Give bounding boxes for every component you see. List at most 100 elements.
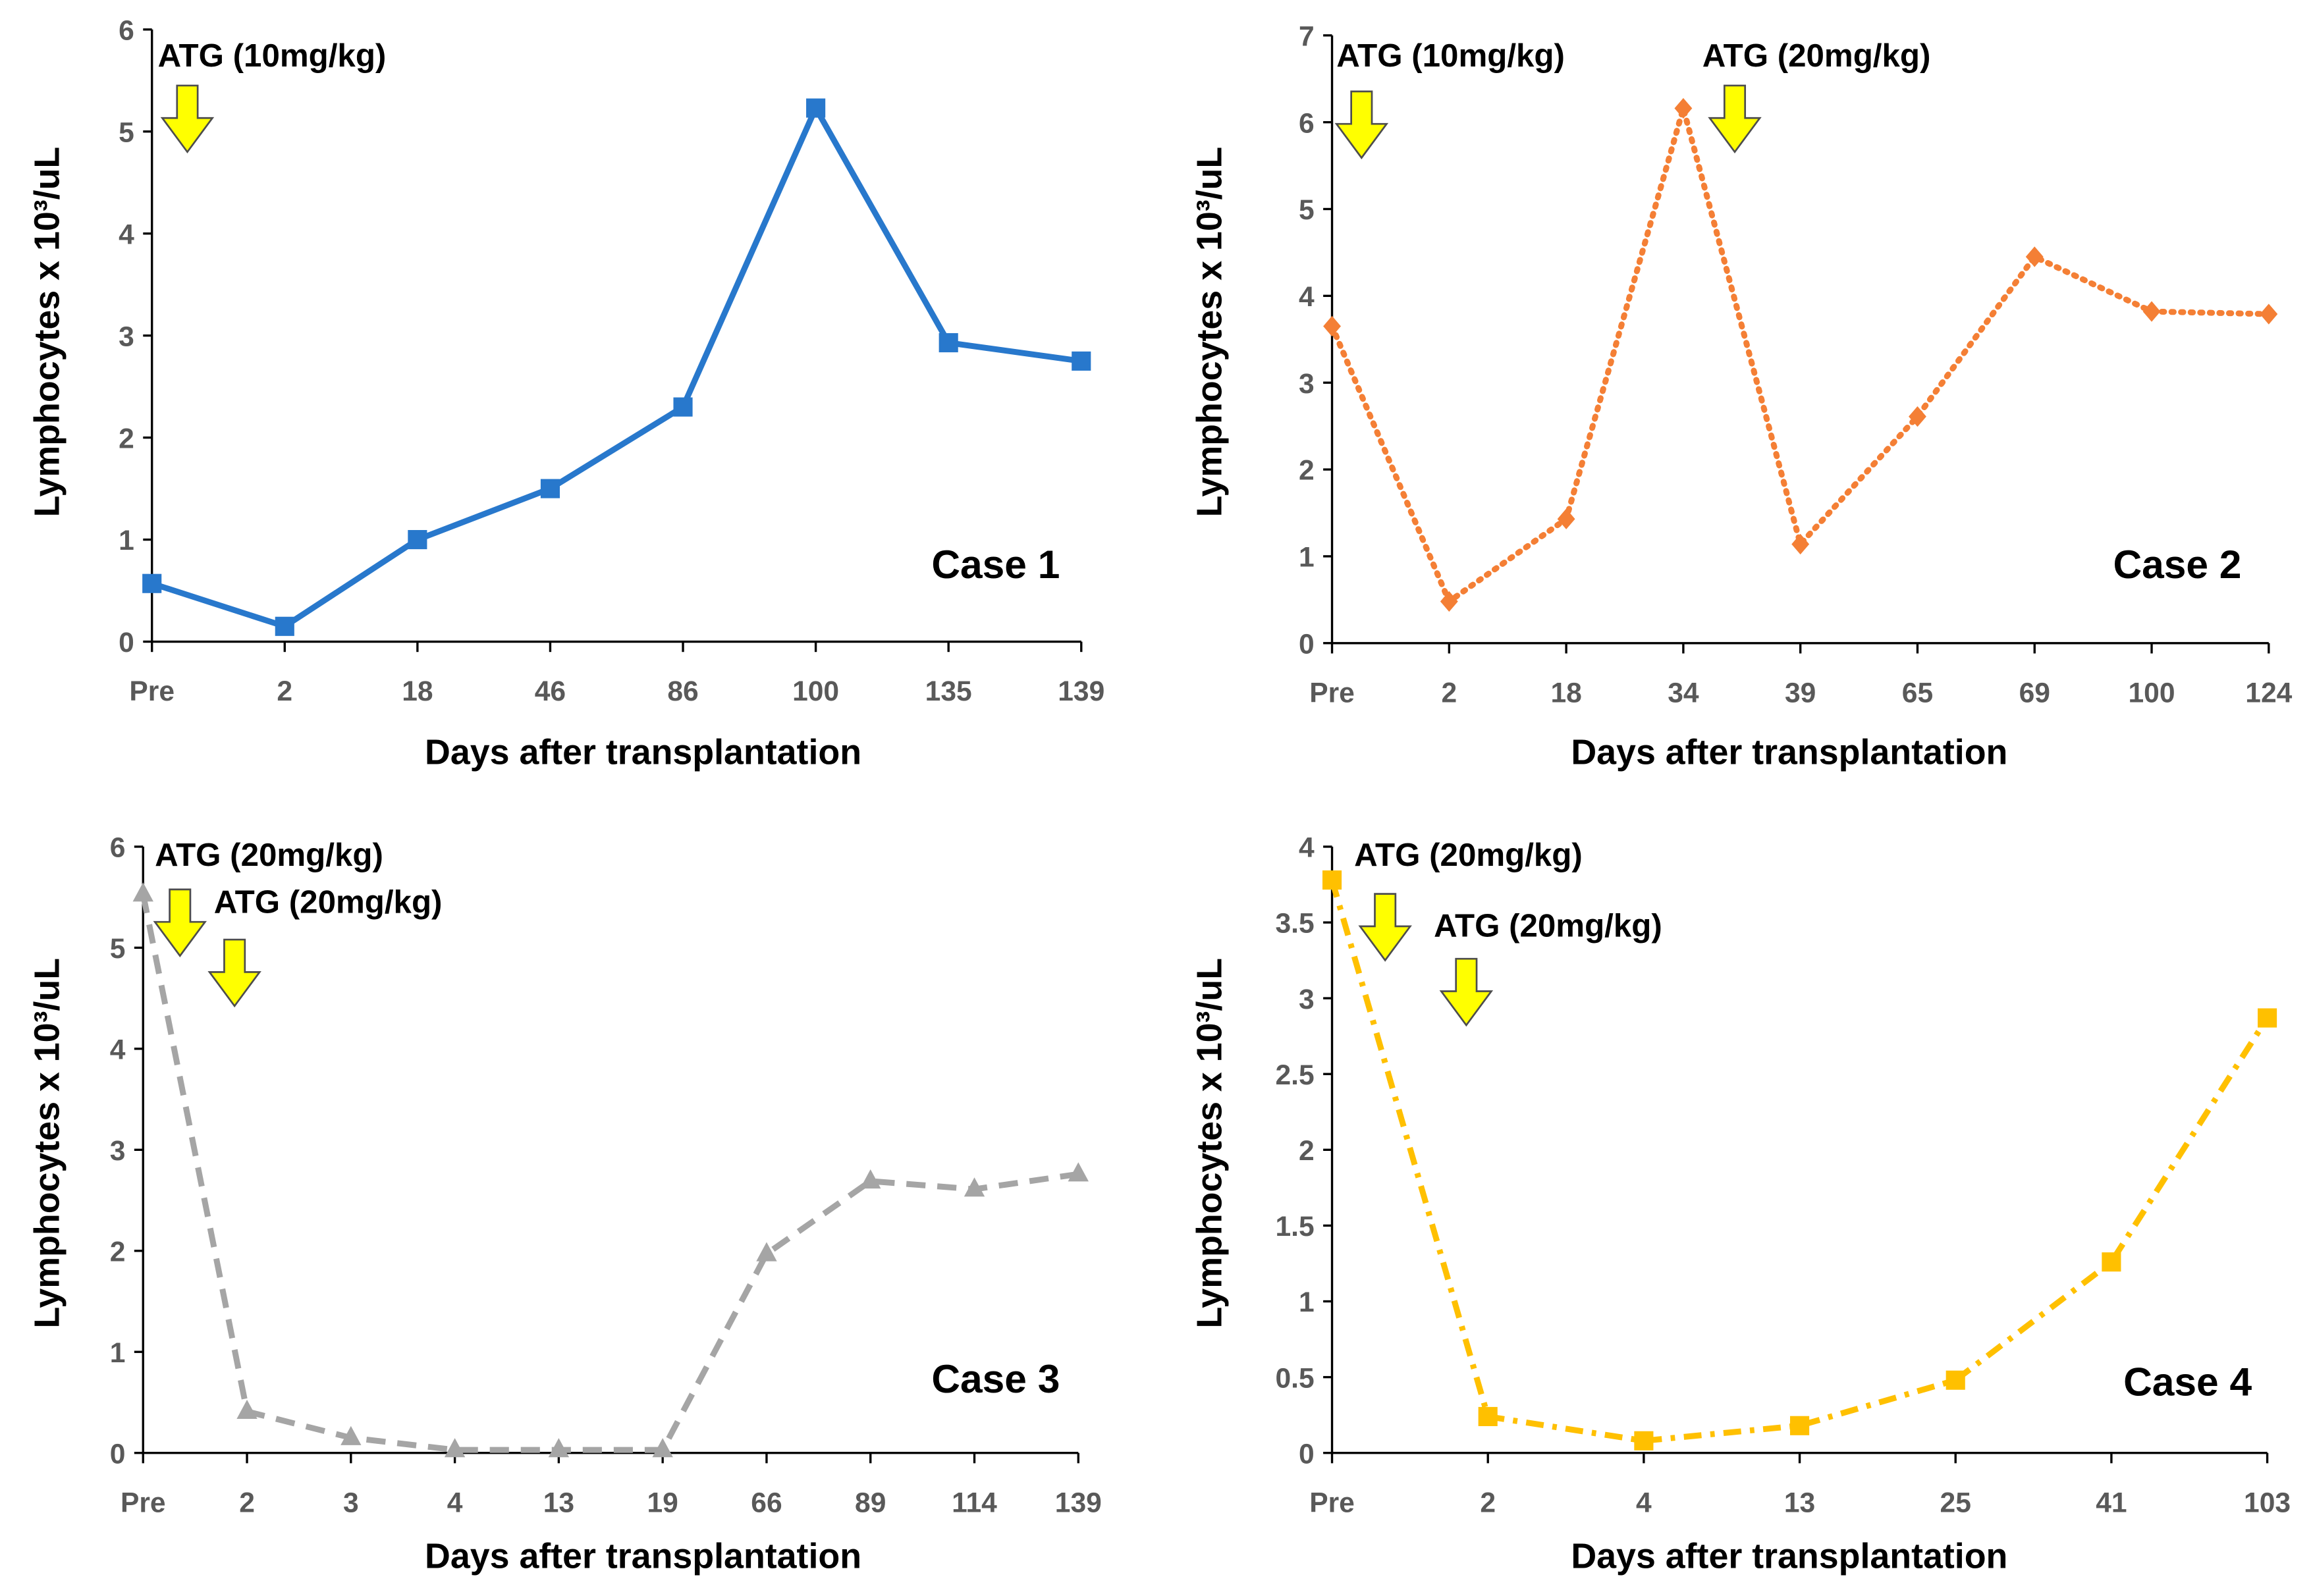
x-tick-label: 103 xyxy=(2244,1487,2291,1518)
y-tick-label: 5 xyxy=(119,117,134,148)
y-tick-label: 4 xyxy=(1299,832,1315,864)
x-tick-label: 2 xyxy=(1441,677,1457,708)
down-arrow-icon xyxy=(207,938,261,1008)
case-label: Case 2 xyxy=(2113,542,2241,587)
data-point-triangle xyxy=(756,1242,777,1262)
x-tick-label: 18 xyxy=(402,676,433,707)
x-axis-title: Days after transplantation xyxy=(1571,1536,2007,1576)
data-point-triangle xyxy=(132,882,153,902)
data-point-triangle xyxy=(236,1399,258,1419)
chart-case-3: 0 1 2 3 4 5 6 Pre 2 3 4 13 19 66 89 114 139 ATG (20mg/kg)… xyxy=(28,832,1102,1576)
y-axis-title: Lymphocytes x 10³/uL xyxy=(28,958,67,1329)
y-tick-label: 6 xyxy=(1299,107,1315,139)
data-point-diamond xyxy=(2025,246,2044,267)
y-tick-label: 6 xyxy=(119,14,134,46)
data-point-square xyxy=(2102,1252,2121,1272)
x-tick-label: Pre xyxy=(121,1487,166,1518)
x-tick-label: 13 xyxy=(1784,1487,1815,1518)
y-tick-label: 2 xyxy=(1299,1135,1315,1167)
x-tick-label: 34 xyxy=(1668,677,1699,708)
x-tick-label: 39 xyxy=(1785,677,1816,708)
y-axis-title: Lymphocytes x 10³/uL xyxy=(28,147,67,518)
data-point-square xyxy=(806,98,826,118)
x-tick-label: 135 xyxy=(925,676,972,707)
y-tick-label: 0 xyxy=(110,1438,126,1470)
data-point-square xyxy=(1322,870,1342,890)
atg-annotation-label: ATG (10mg/kg) xyxy=(158,38,387,74)
x-tick-label: Pre xyxy=(1309,1487,1355,1518)
x-tick-label: 139 xyxy=(1058,676,1104,707)
x-tick-label: 18 xyxy=(1550,677,1581,708)
x-tick-label: Pre xyxy=(129,676,175,707)
y-tick-label: 5 xyxy=(110,933,126,965)
y-axis-title: Lymphocytes x 10³/uL xyxy=(1190,147,1230,518)
data-point-square xyxy=(1072,351,1091,371)
atg-annotation-label: ATG (20mg/kg) xyxy=(214,884,443,920)
x-tick-label: 100 xyxy=(792,676,839,707)
x-axis-title: Days after transplantation xyxy=(425,1536,861,1576)
series-line xyxy=(1329,105,2272,604)
chart-case-4: 0 0.5 1 1.5 2 2.5 3 3.5 4 Pre 2 4 13 25 41 103 ATG (20mg… xyxy=(1190,832,2291,1576)
x-tick-label: 46 xyxy=(535,676,566,707)
y-tick-label: 0.5 xyxy=(1276,1362,1315,1394)
y-tick-label: 1 xyxy=(119,525,134,556)
data-point-triangle xyxy=(548,1438,570,1458)
atg-annotation-label: ATG (20mg/kg) xyxy=(155,837,383,873)
down-arrow-icon xyxy=(1708,84,1762,154)
data-point-square xyxy=(1634,1431,1654,1450)
case-label: Case 4 xyxy=(2123,1359,2252,1404)
data-point-square xyxy=(673,397,693,417)
y-tick-label: 3 xyxy=(110,1135,126,1167)
y-tick-label: 7 xyxy=(1299,20,1315,52)
x-tick-label: 86 xyxy=(667,676,698,707)
atg-annotation-label: ATG (20mg/kg) xyxy=(1434,908,1662,944)
x-tick-label: 2 xyxy=(1480,1487,1496,1518)
x-tick-label: 114 xyxy=(952,1487,997,1518)
series-line xyxy=(140,893,1079,1453)
data-point-square xyxy=(142,573,162,593)
data-point-square xyxy=(275,616,294,636)
x-tick-label: 66 xyxy=(751,1487,782,1518)
down-arrow-icon xyxy=(1334,90,1389,159)
data-point-diamond xyxy=(2260,304,2278,325)
x-tick-label: 100 xyxy=(2129,677,2175,708)
y-tick-label: 4 xyxy=(119,219,134,250)
data-point-diamond xyxy=(1323,315,1341,337)
x-tick-label: 124 xyxy=(2245,677,2292,708)
data-point-diamond xyxy=(2142,301,2161,322)
data-point-triangle xyxy=(444,1438,466,1458)
data-point-square xyxy=(540,479,560,498)
x-tick-label: 65 xyxy=(1902,677,1933,708)
data-point-triangle xyxy=(1068,1162,1089,1182)
data-point-triangle xyxy=(652,1438,673,1458)
case-label: Case 1 xyxy=(931,542,1060,587)
y-tick-label: 2.5 xyxy=(1276,1059,1315,1091)
y-tick-label: 4 xyxy=(110,1034,126,1066)
x-tick-label: 4 xyxy=(447,1487,463,1518)
data-point-triangle xyxy=(964,1177,985,1197)
x-tick-label: 41 xyxy=(2096,1487,2127,1518)
case-label: Case 3 xyxy=(931,1356,1060,1401)
y-tick-label: 3 xyxy=(1299,984,1315,1015)
x-tick-label: 139 xyxy=(1055,1487,1102,1518)
y-tick-label: 4 xyxy=(1299,281,1315,313)
atg-annotation-label: ATG (20mg/kg) xyxy=(1354,837,1583,873)
y-tick-label: 1 xyxy=(110,1337,126,1369)
x-tick-label: 2 xyxy=(239,1487,255,1518)
y-tick-label: 3 xyxy=(1299,368,1315,400)
x-tick-label: Pre xyxy=(1309,677,1355,708)
y-tick-label: 0 xyxy=(1299,1438,1315,1470)
atg-annotation-label: ATG (20mg/kg) xyxy=(1702,38,1931,74)
y-tick-label: 2 xyxy=(110,1236,126,1267)
y-tick-label: 2 xyxy=(1299,455,1315,487)
y-tick-label: 1 xyxy=(1299,542,1315,573)
chart-case-1: 0 1 2 3 4 5 6 Pre 2 18 46 86 100 135 139 ATG (10mg/kg) C… xyxy=(28,14,1105,772)
data-point-triangle xyxy=(340,1425,362,1445)
down-arrow-icon xyxy=(160,84,215,154)
data-point-square xyxy=(1789,1416,1810,1435)
x-tick-label: 69 xyxy=(2019,677,2050,708)
down-arrow-icon xyxy=(1439,957,1494,1027)
y-tick-label: 1 xyxy=(1299,1287,1315,1318)
y-tick-label: 1.5 xyxy=(1276,1211,1315,1242)
y-tick-label: 0 xyxy=(119,627,134,658)
